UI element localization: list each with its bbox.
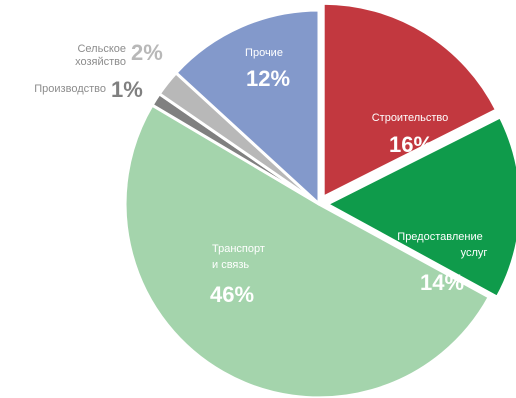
slice-pct-production: 1% [111, 77, 143, 102]
slice-label-construction: Строительство [372, 112, 449, 124]
pie-slice-5 [174, 8, 321, 206]
pie-slice-0 [321, 1, 499, 199]
slice-label-agriculture-line2: хозяйство [75, 56, 126, 68]
slice-label-agriculture-line1: Сельское [77, 43, 126, 55]
slice-label-services-line1: Предоставление [397, 231, 482, 243]
slice-pct-other: 12% [246, 66, 290, 91]
slice-label-other: Прочие [245, 47, 283, 59]
pie-slices [123, 1, 516, 398]
slice-pct-construction: 16% [389, 132, 433, 157]
pie-slice-1 [325, 115, 516, 299]
slice-pct-agriculture: 2% [131, 40, 163, 65]
slice-label-production: Производство [34, 83, 106, 95]
slice-label-services-line2: услуг [461, 247, 488, 259]
slice-label-transport-line1: Транспорт [212, 243, 265, 255]
slice-label-transport-line2: и связь [212, 259, 249, 271]
slice-pct-transport: 46% [210, 282, 254, 307]
slice-pct-services: 14% [420, 270, 464, 295]
pie-slice-2 [123, 103, 491, 398]
